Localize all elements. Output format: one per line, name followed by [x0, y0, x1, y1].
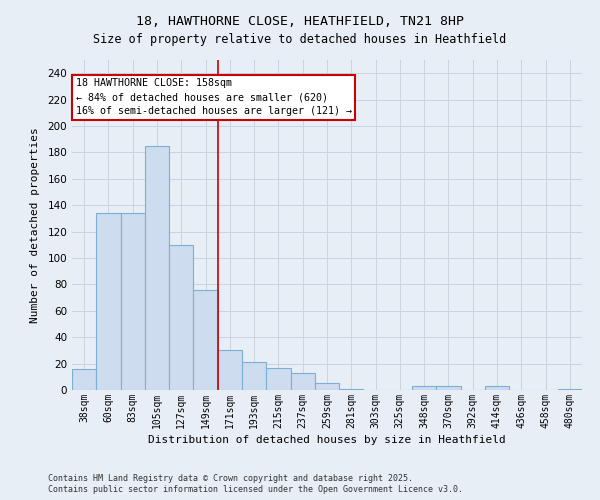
Bar: [242, 362, 266, 390]
Text: 18 HAWTHORNE CLOSE: 158sqm
← 84% of detached houses are smaller (620)
16% of sem: 18 HAWTHORNE CLOSE: 158sqm ← 84% of deta…: [76, 78, 352, 116]
Bar: [558, 388, 582, 390]
Bar: [266, 368, 290, 390]
Bar: [145, 146, 169, 390]
Bar: [290, 373, 315, 390]
Bar: [169, 245, 193, 390]
Bar: [218, 350, 242, 390]
Bar: [485, 386, 509, 390]
Bar: [193, 290, 218, 390]
Bar: [121, 213, 145, 390]
Y-axis label: Number of detached properties: Number of detached properties: [31, 127, 40, 323]
Text: Size of property relative to detached houses in Heathfield: Size of property relative to detached ho…: [94, 32, 506, 46]
Bar: [339, 388, 364, 390]
Bar: [436, 386, 461, 390]
X-axis label: Distribution of detached houses by size in Heathfield: Distribution of detached houses by size …: [148, 435, 506, 445]
Bar: [72, 369, 96, 390]
Bar: [96, 213, 121, 390]
Text: 18, HAWTHORNE CLOSE, HEATHFIELD, TN21 8HP: 18, HAWTHORNE CLOSE, HEATHFIELD, TN21 8H…: [136, 15, 464, 28]
Text: Contains HM Land Registry data © Crown copyright and database right 2025.
Contai: Contains HM Land Registry data © Crown c…: [48, 474, 463, 494]
Bar: [315, 384, 339, 390]
Bar: [412, 386, 436, 390]
